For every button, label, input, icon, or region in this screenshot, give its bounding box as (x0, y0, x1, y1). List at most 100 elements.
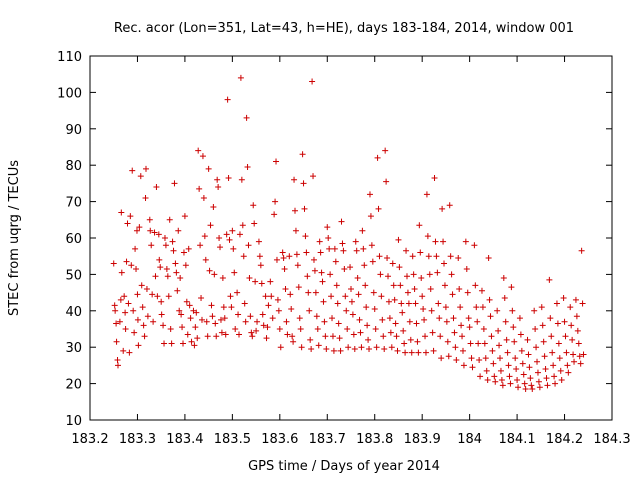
data-point (499, 382, 506, 389)
data-point (446, 202, 453, 209)
data-point (480, 326, 487, 332)
data-point (161, 340, 168, 347)
data-point (434, 269, 441, 276)
data-point (366, 346, 373, 353)
data-point (209, 313, 216, 320)
y-tick-label: 90 (65, 123, 82, 138)
data-point (378, 293, 385, 300)
data-point (180, 340, 187, 347)
data-point (459, 347, 466, 354)
data-point (194, 335, 201, 342)
data-point (403, 247, 410, 254)
data-point (475, 340, 482, 347)
data-point (419, 293, 426, 300)
data-point (291, 176, 298, 183)
data-point (180, 249, 187, 256)
data-point (390, 282, 397, 289)
data-point (426, 271, 433, 278)
data-point (533, 344, 540, 351)
data-point (465, 315, 472, 322)
data-point (399, 309, 406, 316)
data-point (439, 205, 446, 212)
data-point (325, 235, 332, 241)
data-point (181, 213, 188, 220)
data-point (429, 329, 436, 336)
data-point (111, 302, 118, 309)
data-point (274, 296, 281, 303)
data-point (217, 316, 224, 323)
data-point (198, 316, 205, 323)
data-point (514, 376, 521, 383)
data-point (255, 238, 262, 245)
data-point (388, 344, 395, 351)
data-point (570, 351, 577, 358)
data-point (176, 307, 183, 314)
data-point (448, 271, 455, 278)
data-point (496, 342, 503, 349)
data-point (384, 255, 391, 262)
data-point (544, 382, 551, 389)
data-point (389, 260, 396, 267)
data-point (310, 173, 317, 180)
data-point (376, 253, 383, 260)
data-point (317, 249, 324, 256)
data-point (356, 316, 363, 323)
data-point (235, 311, 242, 318)
data-point (118, 269, 125, 276)
data-point (177, 275, 184, 282)
data-point (328, 293, 335, 300)
data-point (456, 285, 463, 292)
data-point (114, 362, 121, 369)
x-tick-label: 183.7 (309, 432, 346, 447)
data-point (183, 298, 190, 305)
data-point (410, 271, 417, 278)
data-point (495, 327, 502, 334)
y-tick-label: 20 (65, 378, 82, 393)
data-point (122, 309, 129, 316)
data-point (166, 216, 173, 223)
data-point (202, 256, 209, 263)
data-point (273, 256, 280, 263)
data-point (158, 298, 165, 305)
data-point (512, 355, 519, 362)
data-point (542, 366, 549, 373)
data-point (518, 347, 525, 354)
data-point (451, 329, 458, 336)
data-point (455, 255, 462, 262)
data-point (248, 329, 255, 336)
data-point (568, 322, 575, 329)
data-point (290, 338, 297, 345)
data-point (387, 329, 394, 336)
data-point (257, 262, 264, 269)
data-point (140, 322, 147, 329)
data-point (201, 233, 208, 240)
data-point (491, 373, 498, 380)
data-point (341, 265, 348, 272)
data-point (364, 322, 371, 329)
data-point (432, 238, 439, 245)
data-point (547, 315, 554, 322)
data-point (169, 238, 176, 245)
data-point (281, 265, 288, 272)
data-point (120, 347, 127, 354)
data-point (193, 309, 200, 316)
data-point (541, 353, 548, 360)
x-tick-label: 183.3 (119, 432, 156, 447)
data-point (404, 289, 411, 296)
data-point (284, 331, 291, 338)
data-point (561, 318, 568, 325)
data-point (467, 340, 474, 347)
data-point (565, 369, 572, 376)
data-point (571, 358, 578, 365)
y-tick-label: 60 (65, 232, 82, 247)
data-point (385, 273, 392, 280)
x-tick-label: 184.3 (593, 432, 630, 447)
data-point (363, 304, 370, 311)
data-point (113, 338, 120, 345)
data-point (334, 300, 341, 307)
data-point (398, 300, 405, 307)
data-point (113, 320, 120, 327)
data-point (307, 336, 314, 343)
data-point (204, 333, 211, 340)
